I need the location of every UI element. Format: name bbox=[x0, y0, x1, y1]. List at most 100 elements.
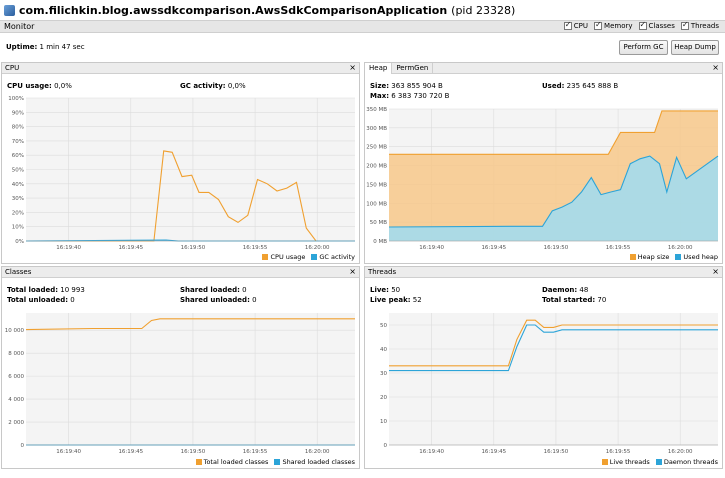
tab-heap[interactable]: Heap bbox=[365, 63, 393, 74]
y-tick-label: 20% bbox=[12, 210, 24, 216]
y-tick-label: 70% bbox=[12, 139, 24, 145]
uptime-label: Uptime: bbox=[6, 43, 38, 51]
y-tick-label: 0% bbox=[15, 239, 24, 245]
y-tick-label: 40 bbox=[380, 347, 387, 353]
checkbox-icon[interactable] bbox=[638, 20, 647, 30]
heap-chart: 0 MB 50 MB 100 MB 150 MB 200 MB 250 MB 300 MB 3… bbox=[365, 106, 722, 253]
threads-legend: Live threads Daemon threads bbox=[601, 458, 718, 466]
checkbox-icon[interactable] bbox=[680, 20, 689, 30]
perform-gc-button[interactable]: Perform GC bbox=[619, 40, 668, 55]
x-tick-label: 16:19:55 bbox=[243, 449, 268, 455]
legend-gc-activity: GC activity bbox=[311, 253, 355, 261]
chart-svg: 0 MB 50 MB 100 MB 150 MB 200 MB 250 MB 300 MB 3… bbox=[366, 107, 719, 251]
close-icon[interactable]: × bbox=[712, 63, 719, 72]
y-tick-label: 100 MB bbox=[366, 201, 387, 207]
shared-unloaded-stat: Shared unloaded: 0 bbox=[180, 296, 257, 304]
heap-used-stat: Used: 235 645 888 B bbox=[542, 82, 619, 90]
close-icon[interactable]: × bbox=[349, 63, 356, 72]
classes-legend: Total loaded classes Shared loaded class… bbox=[195, 458, 355, 466]
legend-total-loaded: Total loaded classes bbox=[195, 458, 268, 466]
y-tick-label: 10% bbox=[12, 225, 24, 231]
x-tick-label: 16:20:00 bbox=[305, 449, 330, 455]
y-tick-label: 150 MB bbox=[366, 182, 387, 188]
cpu-usage-stat: CPU usage: 0,0% bbox=[7, 82, 72, 90]
plot-area bbox=[389, 313, 718, 445]
x-tick-label: 16:19:40 bbox=[56, 245, 81, 251]
y-tick-label: 0 bbox=[21, 443, 25, 449]
plot-area bbox=[26, 313, 355, 445]
classes-panel: Classes × Total loaded: 10 993 Total unl… bbox=[1, 266, 392, 469]
cpu-panel: CPU × CPU usage: 0,0% GC activity: 0,0% … bbox=[1, 62, 392, 264]
checkbox-icon[interactable] bbox=[563, 20, 572, 30]
legend-heap-size: Heap size bbox=[629, 253, 669, 261]
x-tick-label: 16:20:00 bbox=[668, 449, 693, 455]
y-tick-label: 200 MB bbox=[366, 164, 387, 170]
y-tick-label: 8 000 bbox=[8, 351, 24, 357]
x-tick-label: 16:19:50 bbox=[544, 245, 569, 251]
live-stat: Live: 50 bbox=[370, 286, 401, 294]
classes-panel-title: Classes bbox=[5, 268, 32, 276]
heap-max-stat: Max: 6 383 730 720 B bbox=[370, 92, 450, 100]
chart-svg: 0 2 000 4 000 6 000 8 000 10 000 16:19:40 16:19… bbox=[5, 313, 392, 455]
x-tick-label: 16:19:45 bbox=[118, 245, 143, 251]
y-tick-label: 6 000 bbox=[8, 374, 24, 380]
total-unloaded-stat: Total unloaded: 0 bbox=[7, 296, 75, 304]
toggle-threads[interactable]: Threads bbox=[680, 20, 719, 30]
y-tick-label: 0 MB bbox=[373, 239, 387, 245]
y-tick-label: 40% bbox=[12, 182, 24, 188]
app-title: com.filichkin.blog.awssdkcomparison.AwsS… bbox=[19, 3, 448, 17]
y-tick-label: 50 MB bbox=[370, 220, 387, 226]
cpu-chart: 0% 10% 20% 30% 40% 50% 60% 70% 80% 90% 100% 16:19:4… bbox=[2, 95, 392, 253]
monitor-section-header: Monitor bbox=[0, 20, 725, 33]
checkbox-icon[interactable] bbox=[594, 20, 603, 30]
window-title-bar: com.filichkin.blog.awssdkcomparison.AwsS… bbox=[0, 0, 725, 20]
heap-dump-button[interactable]: Heap Dump bbox=[671, 40, 719, 55]
x-tick-label: 16:19:45 bbox=[481, 449, 506, 455]
x-tick-label: 16:19:40 bbox=[56, 449, 81, 455]
y-tick-label: 250 MB bbox=[366, 145, 387, 151]
live-peak-stat: Live peak: 52 bbox=[370, 296, 422, 304]
toggle-cpu[interactable]: CPU bbox=[563, 20, 588, 30]
total-started-stat: Total started: 70 bbox=[542, 296, 607, 304]
y-tick-label: 30% bbox=[12, 196, 24, 202]
app-pid: (pid 23328) bbox=[451, 3, 516, 17]
close-icon[interactable]: × bbox=[712, 267, 719, 276]
gc-activity-stat: GC activity: 0,0% bbox=[180, 82, 246, 90]
x-tick-label: 16:19:45 bbox=[481, 245, 506, 251]
close-icon[interactable]: × bbox=[349, 267, 356, 276]
x-tick-label: 16:19:50 bbox=[181, 449, 206, 455]
x-tick-label: 16:20:00 bbox=[668, 245, 693, 251]
y-tick-label: 80% bbox=[12, 125, 24, 131]
shared-loaded-stat: Shared loaded: 0 bbox=[180, 286, 247, 294]
legend-live-threads: Live threads bbox=[601, 458, 650, 466]
x-tick-label: 16:20:00 bbox=[305, 245, 330, 251]
toggle-classes[interactable]: Classes bbox=[638, 20, 675, 30]
classes-chart: 0 2 000 4 000 6 000 8 000 10 000 16:19:40 16:19… bbox=[2, 310, 392, 457]
y-tick-label: 20 bbox=[380, 395, 387, 401]
series-line-live-threads bbox=[389, 319, 718, 367]
y-tick-label: 10 bbox=[380, 419, 387, 425]
y-tick-label: 0 bbox=[384, 443, 388, 449]
y-tick-label: 90% bbox=[12, 110, 24, 116]
x-tick-label: 16:19:55 bbox=[606, 245, 631, 251]
legend-used-heap: Used heap bbox=[675, 253, 718, 261]
x-tick-label: 16:19:40 bbox=[419, 245, 444, 251]
series-line-daemon-threads bbox=[389, 324, 718, 372]
cpu-legend: CPU usage GC activity bbox=[262, 253, 355, 261]
tab-permgen[interactable]: PermGen bbox=[392, 63, 434, 74]
x-tick-label: 16:19:55 bbox=[243, 245, 268, 251]
y-tick-label: 10 000 bbox=[5, 328, 25, 334]
y-tick-label: 300 MB bbox=[366, 126, 387, 132]
threads-panel-title: Threads bbox=[368, 268, 397, 276]
y-tick-label: 2 000 bbox=[8, 420, 24, 426]
y-tick-label: 30 bbox=[380, 371, 387, 377]
y-tick-label: 4 000 bbox=[8, 397, 24, 403]
toggle-memory[interactable]: Memory bbox=[594, 20, 633, 30]
y-tick-label: 100% bbox=[8, 96, 24, 102]
monitor-tab-label: Monitor bbox=[4, 22, 35, 31]
series-line-used-heap bbox=[388, 155, 719, 228]
uptime: Uptime: 1 min 47 sec bbox=[6, 43, 85, 51]
x-tick-label: 16:19:50 bbox=[181, 245, 206, 251]
legend-cpu-usage: CPU usage bbox=[262, 253, 305, 261]
monitor-toggles: CPU Memory Classes Threads bbox=[563, 20, 719, 30]
